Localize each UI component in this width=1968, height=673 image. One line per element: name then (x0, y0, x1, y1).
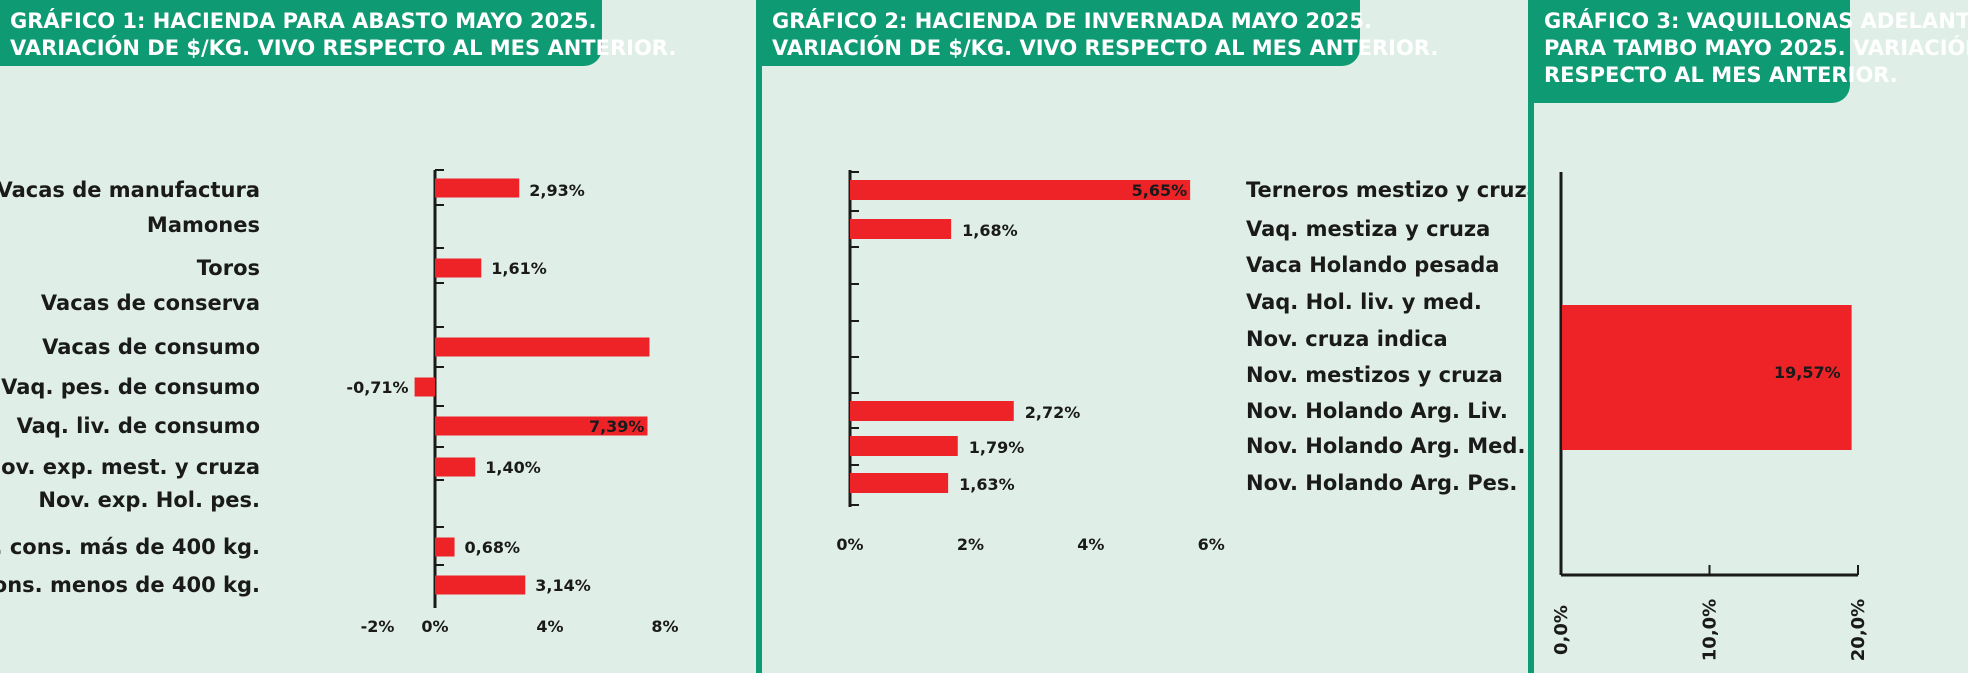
chart-2-value-label: 2,72% (1025, 403, 1081, 422)
chart-1-bar (435, 457, 476, 477)
chart-1-x-tick-label: 8% (651, 617, 678, 636)
chart-2-category-label: Vaca Holando pesada (1246, 253, 1499, 277)
chart-2-value-label: 1,68% (962, 221, 1018, 240)
chart-3-x-tick-label: 20,0% (1848, 599, 1869, 661)
chart-1-value-label: 0,68% (465, 538, 521, 557)
chart-1-category-label: Mamones (147, 213, 260, 237)
chart-1-bar (435, 258, 482, 278)
chart-2-category-label: Nov. Holando Arg. Liv. (1246, 399, 1508, 423)
chart-1-x-tick-label: -2% (361, 617, 395, 636)
chart-2-bar (850, 219, 952, 239)
chart-panel-2: GRÁFICO 2: HACIENDA DE INVERNADA MAYO 20… (762, 0, 1541, 673)
chart-3-x-tick-label: 0,0% (1551, 605, 1572, 655)
chart-2-category-label: Terneros mestizo y cruza (1246, 178, 1541, 202)
chart-1-x-tick-label: 4% (536, 617, 563, 636)
chart-2-x-tick-label: 4% (1077, 535, 1104, 554)
chart-2-bar (850, 401, 1014, 421)
chart-2-title-line-1: GRÁFICO 2: HACIENDA DE INVERNADA MAYO 20… (772, 9, 1372, 33)
chart-1-value-label: 7,39% (589, 417, 645, 436)
chart-1-category-label: Vaq. pes. de consumo (1, 375, 260, 399)
chart-1-x-tick-label: 0% (421, 617, 448, 636)
panel-divider-1 (756, 0, 762, 673)
chart-1-title-line-1: GRÁFICO 1: HACIENDA PARA ABASTO MAYO 202… (10, 9, 597, 33)
chart-2-bar (850, 180, 1191, 200)
chart-3-x-tick-label: 10,0% (1700, 599, 1721, 661)
chart-1-category-label: Nov. cons. menos de 400 kg. (0, 573, 260, 597)
chart-1-bar (435, 416, 648, 436)
chart-2-value-label: 1,79% (969, 438, 1025, 457)
chart-3-bar (1562, 305, 1852, 450)
chart-2-category-label: Nov. mestizos y cruza (1246, 363, 1503, 387)
chart-2-category-label: Vaq. Hol. liv. y med. (1246, 290, 1482, 314)
chart-1-category-label: Toros (197, 256, 260, 280)
chart-1-category-label: Vacas de conserva (41, 291, 260, 315)
chart-1-value-label: -0,71% (346, 378, 408, 397)
chart-2-title: GRÁFICO 2: HACIENDA DE INVERNADA MAYO 20… (762, 0, 1439, 66)
chart-1-bar (435, 575, 526, 595)
chart-2-x-tick-label: 2% (957, 535, 984, 554)
panel-divider-2 (1528, 0, 1534, 673)
chart-2-value-label: 5,65% (1132, 181, 1188, 200)
chart-2-category-label: Vaq. mestiza y cruza (1246, 217, 1490, 241)
chart-1-category-label: Nov. cons. más de 400 kg. (0, 535, 260, 559)
chart-2-value-label: 1,63% (959, 475, 1015, 494)
chart-1-category-label: Vacas de consumo (42, 335, 260, 359)
chart-1-bar (435, 178, 520, 198)
chart-2-x-tick-label: 0% (836, 535, 863, 554)
chart-1-bar (435, 537, 455, 557)
chart-1-bar (435, 337, 650, 357)
chart-2-bar (850, 473, 949, 493)
chart-2-category-label: Nov. Holando Arg. Pes. (1246, 471, 1517, 495)
chart-2-category-label: Nov. Holando Arg. Med. (1246, 434, 1525, 458)
chart-1-category-label: Vacas de manufactura (0, 178, 260, 202)
chart-1-title-line-2: VARIACIÓN DE $/KG. VIVO RESPECTO AL MES … (10, 36, 677, 60)
chart-2-plot: Terneros mestizo y cruza 5,65% Vaq. mestiz… (836, 170, 1541, 554)
chart-1-category-label: Nov. exp. mest. y cruza (0, 455, 260, 479)
chart-1-value-label: 1,61% (491, 259, 547, 278)
chart-3-plot: 0,0% 10,0% 20,0% 19,57% (1551, 172, 1869, 661)
chart-1-category-label: Vaq. liv. de consumo (17, 414, 260, 438)
chart-1-bar (414, 377, 435, 397)
chart-1-value-label: 1,40% (485, 458, 541, 477)
chart-panel-3: GRÁFICO 3: VAQUILLONAS ADELANTADAS PARA … (1534, 0, 1968, 673)
chart-panel-1: GRÁFICO 1: HACIENDA PARA ABASTO MAYO 202… (0, 0, 756, 673)
chart-1-category-label: Nov. exp. Hol. pes. (38, 488, 260, 512)
chart-1-plot: Vacas de manufactura 2,93% Mamones Toros 1,6… (0, 169, 679, 636)
chart-2-title-line-2: VARIACIÓN DE $/KG. VIVO RESPECTO AL MES … (772, 36, 1439, 60)
chart-1-value-label: 2,93% (529, 181, 585, 200)
chart-1-value-label: 3,14% (535, 576, 591, 595)
chart-1-title: GRÁFICO 1: HACIENDA PARA ABASTO MAYO 202… (0, 0, 677, 66)
chart-2-x-tick-label: 6% (1198, 535, 1225, 554)
chart-3-value-label: 19,57% (1774, 363, 1841, 382)
chart-2-category-label: Nov. cruza indica (1246, 327, 1448, 351)
chart-2-bar (850, 436, 958, 456)
